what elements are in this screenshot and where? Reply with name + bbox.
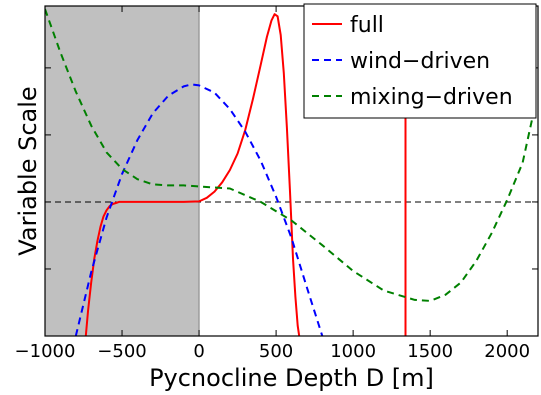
legend-label-3: mixing−driven xyxy=(350,85,513,110)
series-layer xyxy=(45,8,535,336)
x-tick-label-5: 1000 xyxy=(330,341,376,362)
series-line-1-segment-1 xyxy=(84,13,301,336)
shaded-region xyxy=(45,6,200,336)
x-axis-title: Pycnocline Depth D [m] xyxy=(149,364,434,392)
series-line-2-segment-1 xyxy=(74,83,324,336)
x-tick-label-2: −500 xyxy=(97,341,146,362)
legend-box xyxy=(303,3,537,119)
x-tick-label-4: 500 xyxy=(259,341,293,362)
y-axis-title: Variable Scale xyxy=(14,86,42,255)
x-tick-label-3: 0 xyxy=(193,341,204,362)
x-tick-label-6: 1500 xyxy=(407,341,453,362)
plot-frame xyxy=(44,5,539,337)
x-tick-label-1: −1000 xyxy=(15,341,76,362)
series-line-3-segment-1 xyxy=(45,8,535,302)
legend-label-1: full xyxy=(350,13,384,38)
legend-label-2: wind−driven xyxy=(350,49,490,74)
legend: full wind−driven mixing−driven xyxy=(303,3,537,119)
x-tick-label-7: 2000 xyxy=(484,341,530,362)
